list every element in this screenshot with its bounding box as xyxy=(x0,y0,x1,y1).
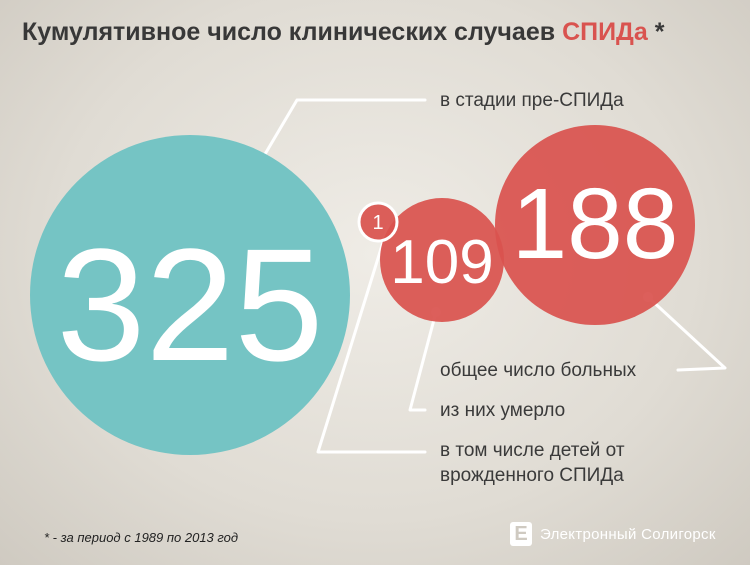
logo-text: Электронный Солигорск xyxy=(540,525,716,543)
title-asterisk: * xyxy=(647,18,665,46)
bubble-total xyxy=(495,125,695,325)
connector-total xyxy=(646,295,727,372)
bubble-died xyxy=(380,198,504,322)
bubbles: 325 188 109 1 xyxy=(30,125,695,455)
bubble-value-pre-aids: 325 xyxy=(57,215,324,394)
logo-e-icon: Е xyxy=(510,522,532,546)
label-children-line2: врожденного СПИДа xyxy=(440,465,624,486)
bubble-value-died: 109 xyxy=(390,228,493,297)
title-accent: СПИДа xyxy=(562,18,648,46)
footnote: * - за период с 1989 по 2013 год xyxy=(44,530,239,545)
bubble-pre-aids xyxy=(30,135,350,455)
title-text: Кумулятивное число клинических случаев xyxy=(22,18,563,46)
brand-logo: Е Электронный Солигорск xyxy=(510,522,716,546)
connector-died xyxy=(408,310,438,412)
chart-title: Кумулятивное число клинических случаев С… xyxy=(22,18,664,47)
label-died: из них умерло xyxy=(440,400,566,421)
label-children-line1: в том числе детей от xyxy=(440,440,625,461)
label-total: общее число больных xyxy=(440,360,637,381)
bubble-children xyxy=(357,201,399,243)
label-pre-aids: в стадии пре-СПИДа xyxy=(440,90,624,111)
connector-children xyxy=(316,224,427,454)
bubble-value-total: 188 xyxy=(512,168,679,280)
bubble-value-children: 1 xyxy=(372,212,383,234)
